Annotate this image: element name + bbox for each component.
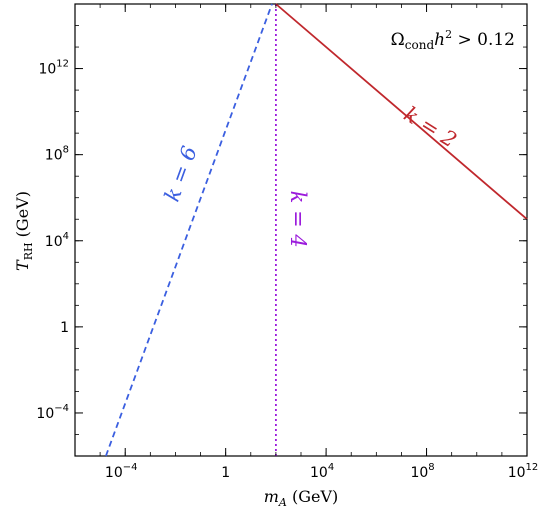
y-tick-label: 1 <box>60 320 69 336</box>
x-tick-label: 1 <box>221 465 230 481</box>
y-tick-label: 10−4 <box>36 403 69 422</box>
x-axis-label: mA (GeV) <box>264 487 339 509</box>
y-tick-label: 104 <box>45 231 69 250</box>
annotation-k2: k = 2 <box>400 102 461 153</box>
series-layer <box>105 3 528 457</box>
series-line-1 <box>105 3 273 457</box>
x-tick-label: 10−4 <box>105 462 138 481</box>
x-tick-label: 104 <box>310 462 334 481</box>
y-tick-label: 1012 <box>38 59 69 78</box>
annotation-k6: k = 6 <box>160 143 202 205</box>
condition-label: Ωcondh2 > 0.12 <box>391 28 515 52</box>
y-tick-label: 108 <box>45 145 69 164</box>
series-line-3 <box>275 3 528 220</box>
ticks-layer: 10−4 1 104 108 1012 10−4 1 104 108 1012 <box>36 3 539 481</box>
x-tick-label: 108 <box>410 462 434 481</box>
annotation-layer: k = 6 k = 4 k = 2 <box>160 102 461 248</box>
x-tick-label: 1012 <box>508 462 539 481</box>
annotation-k4: k = 4 <box>286 191 310 248</box>
svg-text:TRH (GeV): TRH (GeV) <box>13 191 35 271</box>
y-axis-label: TRH (GeV) <box>13 191 35 271</box>
